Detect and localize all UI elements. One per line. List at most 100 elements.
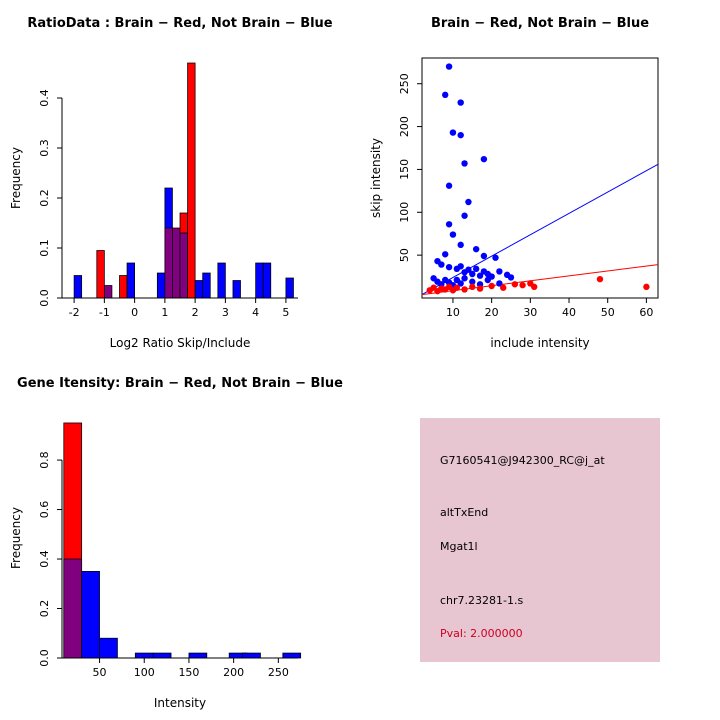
histogram-bar	[164, 227, 173, 299]
scatter-point	[500, 284, 507, 291]
y-tick-label: 0.1	[38, 239, 51, 257]
scatter-point	[469, 278, 476, 285]
scatter-point	[461, 160, 468, 167]
histogram-bar	[202, 272, 211, 299]
gene-chart-title: Gene Itensity: Brain − Red, Not Brain − …	[17, 376, 343, 391]
scatter-chart-title: Brain − Red, Not Brain − Blue	[430, 16, 650, 31]
scatter-point	[457, 241, 464, 249]
scatter-point	[484, 276, 491, 284]
y-tick-label: 0.3	[38, 139, 51, 157]
ratio-histogram-plot: -2 -1 0 1 2 3 4 5 0.0 0.1 0.2 0.3 0.4	[38, 62, 298, 319]
histogram-bar	[103, 285, 113, 299]
histogram-bar	[63, 558, 83, 659]
x-tick-label: 4	[252, 306, 259, 319]
y-tick-label: 0.2	[38, 189, 51, 207]
x-tick-label: -2	[69, 306, 80, 319]
histogram-bar	[188, 652, 208, 659]
gene-histogram-panel: Gene Itensity: Brain − Red, Not Brain − …	[0, 360, 360, 720]
x-tick-label: 40	[562, 306, 576, 319]
x-tick-label: 250	[268, 666, 289, 679]
histogram-bar	[285, 277, 294, 299]
y-tick-label: 0.2	[38, 600, 51, 618]
scatter-point	[457, 131, 464, 139]
scatter-point	[530, 283, 538, 291]
scatter-point	[492, 254, 499, 261]
scatter-point	[643, 283, 650, 291]
scatter-point	[465, 198, 472, 206]
y-tick-label: 0.0	[38, 649, 51, 667]
red-fit-line	[421, 264, 659, 296]
pval-text: Pval: 2.000000	[440, 627, 523, 640]
histogram-bar	[187, 62, 196, 299]
scatter-point	[457, 263, 464, 270]
ratio-chart-title: RatioData : Brain − Red, Not Brain − Blu…	[27, 16, 333, 31]
x-tick-label: 150	[178, 666, 199, 679]
blue-fit-line	[421, 163, 659, 296]
gene-histogram-plot: 50 100 150 200 250 0.0 0.2 0.4 0.6 0.8	[38, 422, 302, 679]
scatter-point	[461, 286, 468, 293]
plot-box	[421, 57, 659, 299]
scatter-point	[507, 274, 515, 281]
y-tick-label: 200	[398, 116, 411, 137]
scatter-point	[453, 284, 461, 291]
y-tick-label: 0.4	[38, 550, 51, 568]
scatter-point	[480, 252, 488, 260]
scatter-point	[472, 265, 480, 273]
scatter-point	[480, 155, 488, 163]
gene-x-axis-label: Intensity	[153, 696, 207, 710]
scatter-point	[469, 283, 476, 291]
histogram-bar	[194, 280, 204, 299]
scatter-point	[511, 281, 519, 288]
x-tick-label: 1	[161, 306, 168, 319]
intensity-scatter-panel: Brain − Red, Not Brain − Blue skip inten…	[360, 0, 720, 360]
x-tick-label: 200	[223, 666, 244, 679]
x-tick-label: -1	[99, 306, 110, 319]
scatter-point	[438, 261, 445, 268]
histogram-bar	[172, 227, 181, 299]
histogram-bar	[99, 637, 118, 659]
info-line: Mgat1l	[440, 540, 478, 553]
x-tick-label: 0	[131, 306, 138, 319]
scatter-point	[449, 129, 457, 136]
x-tick-label: 2	[192, 306, 199, 319]
histogram-bar	[217, 262, 226, 299]
gene-info-box: G7160541@J942300_RC@j_at altTxEnd Mgat1l ch…	[420, 418, 660, 662]
scatter-point	[469, 270, 476, 278]
intensity-scatter-plot: 10 20 30 40 50 60 50 100 150 200 250	[398, 57, 659, 319]
histogram-bar	[282, 652, 302, 659]
scatter-x-axis-label: include intensity	[490, 336, 590, 350]
y-tick-label: 0.8	[38, 451, 51, 469]
scatter-point	[445, 63, 453, 70]
scatter-point	[465, 266, 472, 273]
scatter-point	[496, 268, 503, 275]
scatter-point	[445, 221, 453, 228]
scatter-point	[519, 281, 526, 289]
scatter-point	[445, 263, 453, 271]
scatter-point	[461, 275, 468, 282]
info-line: altTxEnd	[440, 506, 489, 519]
x-tick-label: 3	[222, 306, 229, 319]
scatter-point	[461, 212, 468, 219]
scatter-point	[457, 99, 464, 106]
histogram-bar	[119, 275, 128, 299]
x-tick-label: 100	[134, 666, 155, 679]
scatter-point	[496, 280, 503, 287]
x-tick-label: 50	[601, 306, 615, 319]
x-tick-label: 50	[93, 666, 107, 679]
x-tick-label: 30	[523, 306, 537, 319]
histogram-bar	[156, 272, 166, 299]
histogram-bar	[255, 262, 264, 299]
ratio-histogram-panel: RatioData : Brain − Red, Not Brain − Blu…	[0, 0, 360, 360]
scatter-point	[472, 245, 480, 253]
scatter-point	[442, 251, 449, 258]
y-tick-label: 0.0	[38, 289, 51, 307]
scatter-point	[476, 285, 484, 292]
y-tick-label: 0.4	[38, 89, 51, 107]
x-tick-label: 5	[282, 306, 289, 319]
histogram-bar	[96, 250, 105, 299]
histogram-bar	[179, 232, 188, 299]
histogram-bar	[126, 262, 135, 299]
histogram-bar	[242, 652, 261, 659]
histogram-bar	[232, 280, 241, 299]
